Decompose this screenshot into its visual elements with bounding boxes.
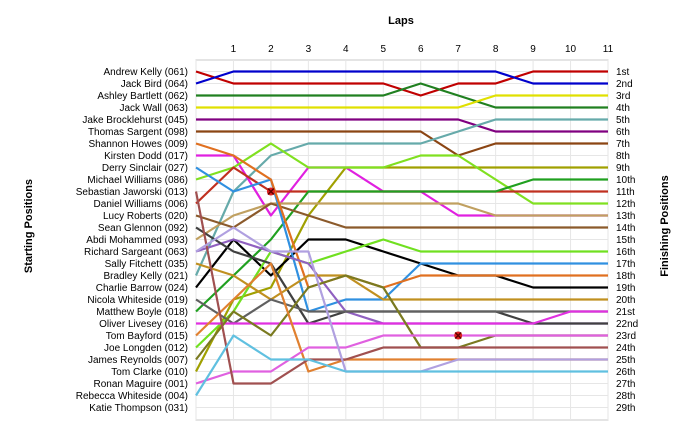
finishing-position-label: 27th (616, 379, 635, 390)
starting-position-label: Sean Glennon (092) (98, 223, 188, 234)
lap-tick-label: 8 (493, 44, 499, 55)
finishing-position-label: 24th (616, 343, 635, 354)
retirement-cross (267, 187, 275, 196)
series-line (194, 118, 608, 276)
starting-position-label: Derry Sinclair (027) (102, 163, 188, 174)
starting-position-label: Sally Fitchett (035) (105, 259, 188, 270)
series-line (195, 142, 608, 289)
starting-position-label: Nicola Whiteside (019) (87, 295, 188, 306)
starting-position-label: Jack Wall (063) (119, 103, 188, 114)
x-axis-title: Laps (388, 15, 414, 27)
starting-position-label: Tom Bayford (015) (106, 331, 188, 342)
series-line (196, 82, 608, 109)
finishing-position-label: 6th (616, 127, 630, 138)
finishing-position-label: 22nd (616, 319, 638, 330)
series-line (195, 202, 608, 241)
finishing-position-label: 25th (616, 355, 635, 366)
lap-tick-label: 1 (231, 44, 237, 55)
finishing-position-label: 16th (616, 247, 635, 258)
finishing-position-label: 18th (616, 271, 635, 282)
starting-position-label: Jake Brocklehurst (045) (82, 115, 188, 126)
finishing-position-label: 9th (616, 163, 630, 174)
finishing-position-label: 12th (616, 199, 635, 210)
finishing-position-label: 17th (616, 259, 635, 270)
starting-position-label: Jack Bird (064) (121, 79, 188, 90)
lap-tick-label: 11 (603, 44, 614, 55)
finishing-position-labels: 1st2nd3rd4th5th6th7th8th9th10th11th12th1… (616, 67, 638, 414)
finishing-position-label: 10th (616, 175, 635, 186)
starting-position-label: Oliver Livesey (016) (99, 319, 188, 330)
finishing-position-label: 5th (616, 115, 630, 126)
finishing-position-label: 23rd (616, 331, 636, 342)
starting-position-label: Rebecca Whiteside (004) (76, 391, 188, 402)
starting-position-labels: Andrew Kelly (061)Jack Bird (064)Ashley … (76, 67, 188, 414)
starting-position-label: Shannon Howes (009) (88, 139, 188, 150)
finishing-position-label: 21st (616, 307, 635, 318)
starting-position-label: Joe Longden (012) (104, 343, 188, 354)
finishing-position-label: 15th (616, 235, 635, 246)
starting-position-label: Thomas Sargent (098) (88, 127, 188, 138)
y-axis-title-right: Finishing Positions (659, 175, 671, 276)
lap-tick-label: 7 (455, 44, 461, 55)
starting-position-label: Katie Thompson (031) (89, 403, 188, 414)
retirement-cross (454, 331, 462, 340)
finishing-position-label: 2nd (616, 79, 633, 90)
finishing-position-label: 3rd (616, 91, 630, 102)
lap-tick-label: 6 (418, 44, 424, 55)
finishing-position-label: 14th (616, 223, 635, 234)
starting-position-label: Sebastian Jaworski (013) (76, 187, 188, 198)
series-line (195, 262, 608, 301)
series-line (196, 118, 608, 133)
lap-tick-label: 2 (268, 44, 274, 55)
starting-position-label: Charlie Barrow (024) (96, 283, 188, 294)
finishing-position-label: 20th (616, 295, 635, 306)
starting-position-label: Ashley Bartlett (062) (97, 91, 188, 102)
lap-tick-labels: 1 2 3 4 5 6 7 8 9 10 11 (231, 44, 614, 55)
series-line (195, 334, 608, 397)
series-line (196, 94, 608, 109)
series-line (195, 166, 608, 373)
starting-position-label: Tom Clarke (010) (111, 367, 188, 378)
starting-position-label: James Reynolds (007) (88, 355, 188, 366)
starting-position-label: Abdi Mohammed (093) (86, 235, 188, 246)
finishing-position-label: 4th (616, 103, 630, 114)
retirement-markers (266, 187, 463, 340)
series-line (195, 178, 608, 313)
lap-tick-label: 5 (380, 44, 386, 55)
series-line (195, 298, 608, 325)
series-line (195, 70, 608, 85)
starting-position-label: Bradley Kelly (021) (104, 271, 188, 282)
finishing-position-label: 26th (616, 367, 635, 378)
lap-tick-label: 3 (306, 44, 312, 55)
finishing-position-label: 28th (616, 391, 635, 402)
starting-position-label: Kirsten Dodd (017) (104, 151, 188, 162)
starting-position-label: Lucy Roberts (020) (103, 211, 188, 222)
series-line (194, 191, 608, 385)
finishing-position-label: 19th (616, 283, 635, 294)
finishing-position-label: 13th (616, 211, 635, 222)
starting-position-label: Daniel Williams (006) (94, 199, 188, 210)
starting-position-label: Ronan Maguire (001) (94, 379, 189, 390)
finishing-position-label: 11th (616, 187, 635, 198)
lap-tick-label: 10 (565, 44, 577, 55)
finishing-position-label: 8th (616, 151, 630, 162)
series-line (195, 142, 608, 205)
lap-tick-label: 9 (530, 44, 536, 55)
starting-position-label: Matthew Boyle (018) (96, 307, 188, 318)
starting-position-label: Andrew Kelly (061) (104, 67, 188, 78)
series-line (195, 334, 608, 385)
lap-tick-label: 4 (343, 44, 349, 55)
series-line (195, 202, 608, 229)
series-line (196, 310, 608, 325)
series-layer (194, 70, 608, 397)
finishing-position-label: 7th (616, 139, 630, 150)
y-axis-title-left: Starting Positions (23, 179, 35, 273)
starting-position-label: Richard Sargeant (063) (84, 247, 188, 258)
series-line (196, 130, 608, 157)
finishing-position-label: 29th (616, 403, 635, 414)
finishing-position-label: 1st (616, 67, 630, 78)
starting-position-label: Michael Williams (086) (87, 175, 188, 186)
